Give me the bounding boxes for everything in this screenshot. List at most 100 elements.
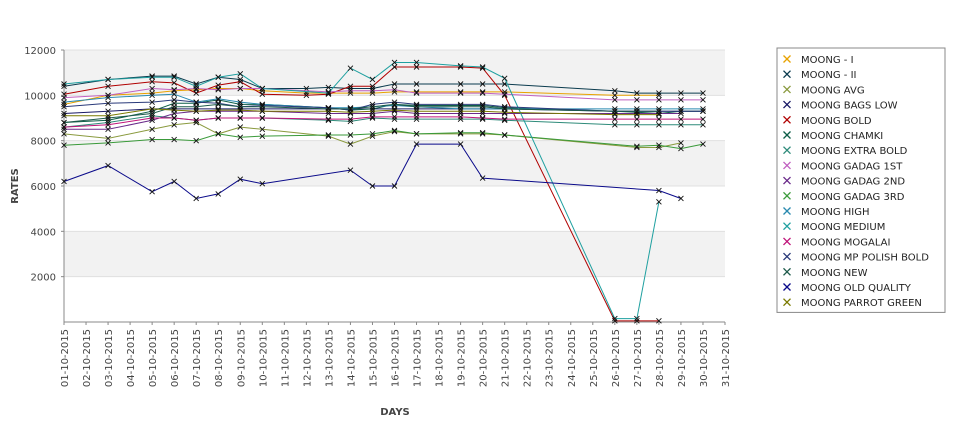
data-point-marker [678, 97, 684, 103]
series-moong-old-quality [61, 141, 684, 202]
x-tick-label: 09-10-2015 [236, 329, 247, 387]
legend-marker [783, 222, 791, 231]
series-line [63, 143, 682, 200]
data-point-marker [61, 110, 67, 117]
data-point-marker [105, 100, 111, 107]
data-point-marker [479, 129, 486, 136]
data-point-marker [479, 110, 486, 117]
data-point-marker [193, 195, 200, 202]
data-point-marker [612, 92, 618, 99]
data-point-marker [149, 126, 155, 133]
data-point-marker [457, 101, 464, 108]
data-point-marker [149, 110, 155, 117]
data-point-marker [215, 82, 222, 88]
data-point-marker [369, 85, 376, 92]
data-point-marker [700, 121, 706, 128]
x-tick-label: 28-10-2015 [655, 329, 666, 387]
data-point-marker [259, 115, 266, 121]
legend-label: MOONG GADAG 1ST [801, 161, 903, 172]
y-tick-label: 12000 [24, 46, 56, 57]
data-point-marker [457, 141, 464, 147]
data-point-marker [479, 175, 486, 181]
data-point-marker [391, 59, 398, 66]
data-point-marker [634, 90, 640, 96]
data-point-marker [479, 81, 486, 87]
x-tick-label: 17-10-2015 [413, 329, 424, 387]
data-point-marker [413, 59, 420, 66]
legend-marker [783, 191, 791, 200]
data-point-marker [61, 178, 67, 185]
data-point-marker [149, 78, 155, 85]
legend-label: MOONG CHAMKI [801, 131, 883, 142]
series-moong-gadag-3rd [61, 127, 706, 152]
data-point-marker [391, 127, 398, 134]
data-point-marker [678, 140, 684, 146]
data-point-marker [237, 124, 244, 130]
x-tick-label: 23-10-2015 [545, 329, 556, 387]
data-point-marker [61, 103, 67, 110]
legend-label: MOONG BOLD [801, 116, 872, 127]
data-point-marker [105, 126, 111, 133]
data-point-marker [391, 64, 398, 70]
legend-label: MOONG EXTRA BOLD [801, 146, 908, 157]
data-point-marker [215, 95, 222, 102]
data-point-marker [105, 108, 111, 115]
x-tick-label: 30-10-2015 [699, 329, 710, 387]
data-point-marker [237, 176, 244, 183]
data-point-marker [61, 94, 67, 101]
data-point-marker [391, 107, 398, 113]
data-point-marker [413, 81, 420, 87]
data-point-marker [259, 85, 266, 92]
legend-marker [783, 283, 791, 291]
data-point-marker [678, 108, 684, 115]
grid-band [64, 186, 725, 232]
legend-item: MOONG AVG [783, 85, 865, 96]
data-point-marker [171, 115, 177, 121]
x-tick-labels: 01-10-2015 02-10-2015 03-10-2015 04-10-2015… [60, 322, 732, 387]
legend-item: MOONG MP POLISH BOLD [783, 253, 929, 264]
data-point-marker [501, 91, 508, 98]
series-moong-new [61, 101, 662, 126]
data-point-marker [457, 129, 464, 136]
data-point-marker [325, 90, 332, 96]
data-point-marker [413, 108, 420, 115]
data-point-marker [325, 132, 332, 138]
legend-item: MOONG GADAG 1ST [783, 161, 903, 172]
data-point-marker [612, 97, 618, 103]
data-point-marker [347, 65, 354, 71]
legend-item: MOONG MEDIUM [783, 222, 885, 233]
series-line [63, 66, 659, 322]
data-point-marker [149, 99, 155, 105]
data-point-marker [479, 64, 486, 70]
x-tick-label: 12-10-2015 [302, 329, 313, 387]
grid-band [64, 231, 725, 277]
data-point-marker [501, 109, 508, 116]
data-point-marker [656, 110, 662, 117]
data-point-marker [369, 90, 376, 96]
x-tick-label: 06-10-2015 [170, 329, 181, 387]
x-tick-label: 15-10-2015 [368, 329, 379, 387]
data-point-marker [347, 109, 354, 116]
data-point-marker [325, 84, 332, 91]
x-tick-label: 31-10-2015 [721, 329, 732, 387]
legend-label: MOONG - II [801, 70, 856, 81]
grid-band [64, 140, 725, 186]
data-point-marker [700, 116, 706, 122]
legend-item: MOONG NEW [783, 268, 868, 279]
data-point-marker [413, 64, 420, 70]
data-point-marker [105, 135, 111, 142]
legend-label: MOONG NEW [801, 268, 868, 279]
data-point-marker [259, 126, 266, 133]
data-point-marker [678, 90, 684, 96]
data-point-marker [61, 81, 67, 87]
data-point-marker [149, 115, 155, 121]
data-point-marker [656, 318, 662, 324]
data-point-marker [612, 318, 618, 324]
x-tick-label: 07-10-2015 [192, 329, 203, 387]
data-point-marker [259, 108, 266, 115]
legend-marker [783, 55, 791, 63]
data-point-marker [171, 107, 177, 113]
legend-label: MOONG MOGALAI [801, 237, 890, 248]
data-point-marker [61, 142, 67, 149]
